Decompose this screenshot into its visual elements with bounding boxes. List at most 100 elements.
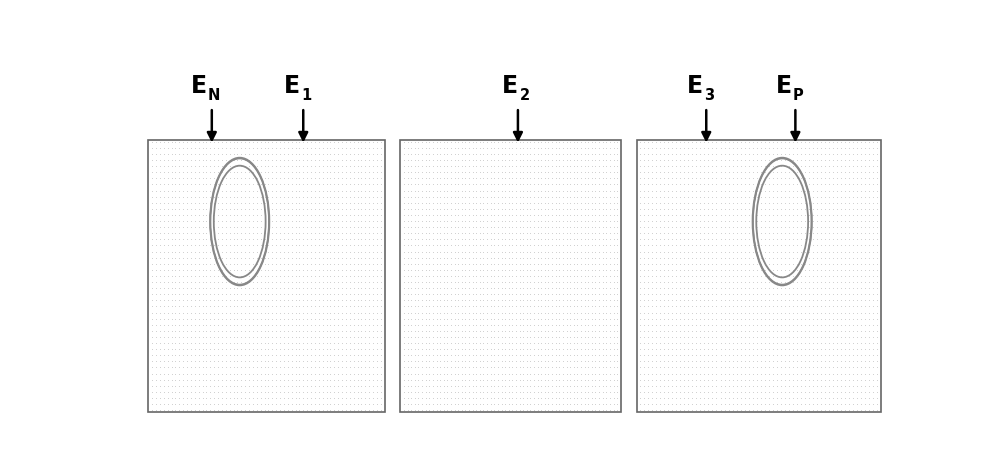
Point	[688, 169, 704, 176]
Point	[245, 406, 261, 414]
Point	[284, 211, 300, 219]
Point	[357, 138, 373, 146]
Point	[580, 211, 596, 219]
Point	[175, 260, 191, 268]
Point	[684, 266, 700, 274]
Point	[472, 339, 488, 347]
Point	[530, 162, 546, 170]
Point	[264, 254, 280, 261]
Point	[249, 321, 265, 328]
Point	[311, 357, 327, 365]
Point	[342, 278, 358, 286]
Point	[533, 370, 549, 377]
Point	[765, 187, 781, 195]
Point	[700, 236, 716, 243]
Point	[555, 333, 571, 341]
Point	[587, 199, 603, 206]
Point	[672, 357, 688, 365]
Point	[551, 217, 567, 225]
Point	[361, 406, 377, 414]
Point	[429, 357, 445, 365]
Point	[144, 260, 160, 268]
Point	[773, 242, 789, 249]
Point	[187, 400, 203, 408]
Point	[454, 205, 470, 212]
Point	[365, 339, 381, 347]
Point	[369, 199, 385, 206]
Point	[490, 284, 506, 292]
Point	[191, 339, 207, 347]
Point	[805, 272, 821, 280]
Point	[299, 193, 315, 201]
Point	[253, 339, 269, 347]
Point	[222, 345, 238, 353]
Point	[640, 339, 656, 347]
Point	[432, 254, 448, 261]
Point	[845, 351, 861, 359]
Point	[644, 315, 660, 322]
Point	[486, 315, 502, 322]
Point	[461, 309, 477, 317]
Point	[175, 278, 191, 286]
Point	[144, 297, 160, 304]
Point	[486, 272, 502, 280]
Point	[609, 388, 625, 396]
Point	[573, 382, 589, 390]
Point	[833, 223, 849, 231]
Point	[544, 321, 560, 328]
Point	[410, 278, 426, 286]
Point	[214, 351, 230, 359]
Point	[410, 364, 426, 371]
Point	[175, 242, 191, 249]
Point	[562, 284, 578, 292]
Point	[789, 254, 805, 261]
Point	[761, 370, 777, 377]
Point	[160, 254, 176, 261]
Point	[869, 394, 885, 402]
Point	[837, 303, 853, 310]
Point	[334, 156, 350, 164]
Point	[479, 406, 495, 414]
Point	[418, 339, 434, 347]
Point	[264, 345, 280, 353]
Point	[276, 364, 292, 371]
Point	[318, 284, 334, 292]
Point	[429, 303, 445, 310]
Point	[526, 199, 542, 206]
Point	[769, 156, 785, 164]
Point	[606, 175, 622, 182]
Point	[494, 297, 510, 304]
Point	[501, 144, 517, 152]
Point	[353, 394, 369, 402]
Point	[504, 297, 520, 304]
Point	[781, 260, 797, 268]
Point	[580, 236, 596, 243]
Point	[400, 376, 416, 383]
Point	[291, 236, 307, 243]
Point	[148, 315, 164, 322]
Point	[222, 364, 238, 371]
Point	[156, 364, 172, 371]
Point	[218, 278, 234, 286]
Point	[303, 400, 319, 408]
Point	[580, 291, 596, 298]
Point	[537, 406, 553, 414]
Point	[432, 357, 448, 365]
Point	[369, 394, 385, 402]
Point	[729, 339, 745, 347]
Point	[497, 260, 513, 268]
Point	[315, 175, 331, 182]
Point	[765, 376, 781, 383]
Point	[342, 315, 358, 322]
Point	[841, 211, 857, 219]
Point	[447, 382, 463, 390]
Point	[591, 260, 607, 268]
Point	[443, 309, 459, 317]
Point	[833, 242, 849, 249]
Point	[198, 248, 214, 255]
Point	[264, 150, 280, 158]
Point	[692, 223, 708, 231]
Point	[436, 175, 452, 182]
Point	[745, 260, 761, 268]
Point	[789, 138, 805, 146]
